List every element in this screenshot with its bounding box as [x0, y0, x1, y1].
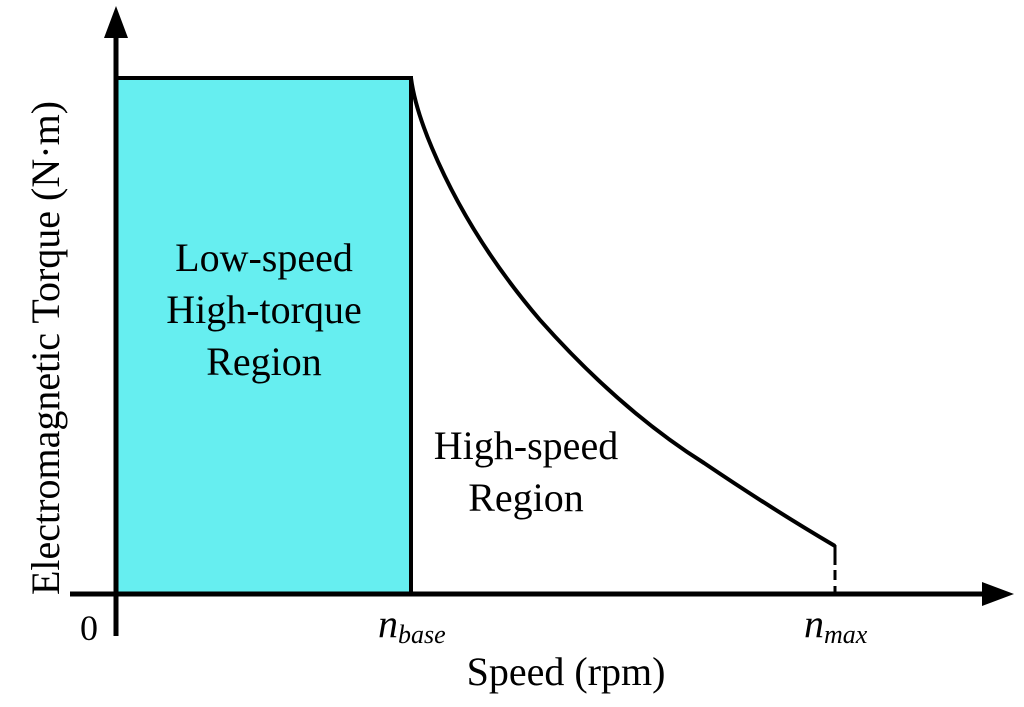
high-region-line-1: High-speed — [433, 423, 619, 468]
low-speed-region-fill — [114, 76, 413, 596]
n-max-main: n — [804, 601, 824, 646]
origin-label: 0 — [80, 608, 98, 648]
n-base-subscript: base — [398, 620, 446, 649]
n-base-tick-label: nbase — [378, 604, 446, 648]
y-axis-arrowhead — [104, 6, 128, 38]
low-region-line-2: High-torque — [166, 287, 362, 332]
y-axis-label: Electromagnetic Torque (N·m) — [23, 100, 68, 596]
low-region-line-3: Region — [206, 339, 322, 384]
n-max-subscript: max — [824, 620, 868, 649]
low-region-line-1: Low-speed — [175, 235, 353, 280]
torque-curve-high-speed — [409, 77, 837, 548]
n-base-main: n — [378, 601, 398, 646]
n-max-tick-label: nmax — [804, 604, 867, 648]
x-axis-label: Speed (rpm) — [466, 649, 666, 694]
low-speed-region-label: Low-speed High-torque Region — [118, 232, 410, 388]
x-axis-arrowhead — [982, 582, 1014, 606]
high-speed-region-label: High-speed Region — [410, 420, 642, 524]
high-region-line-2: Region — [468, 475, 584, 520]
